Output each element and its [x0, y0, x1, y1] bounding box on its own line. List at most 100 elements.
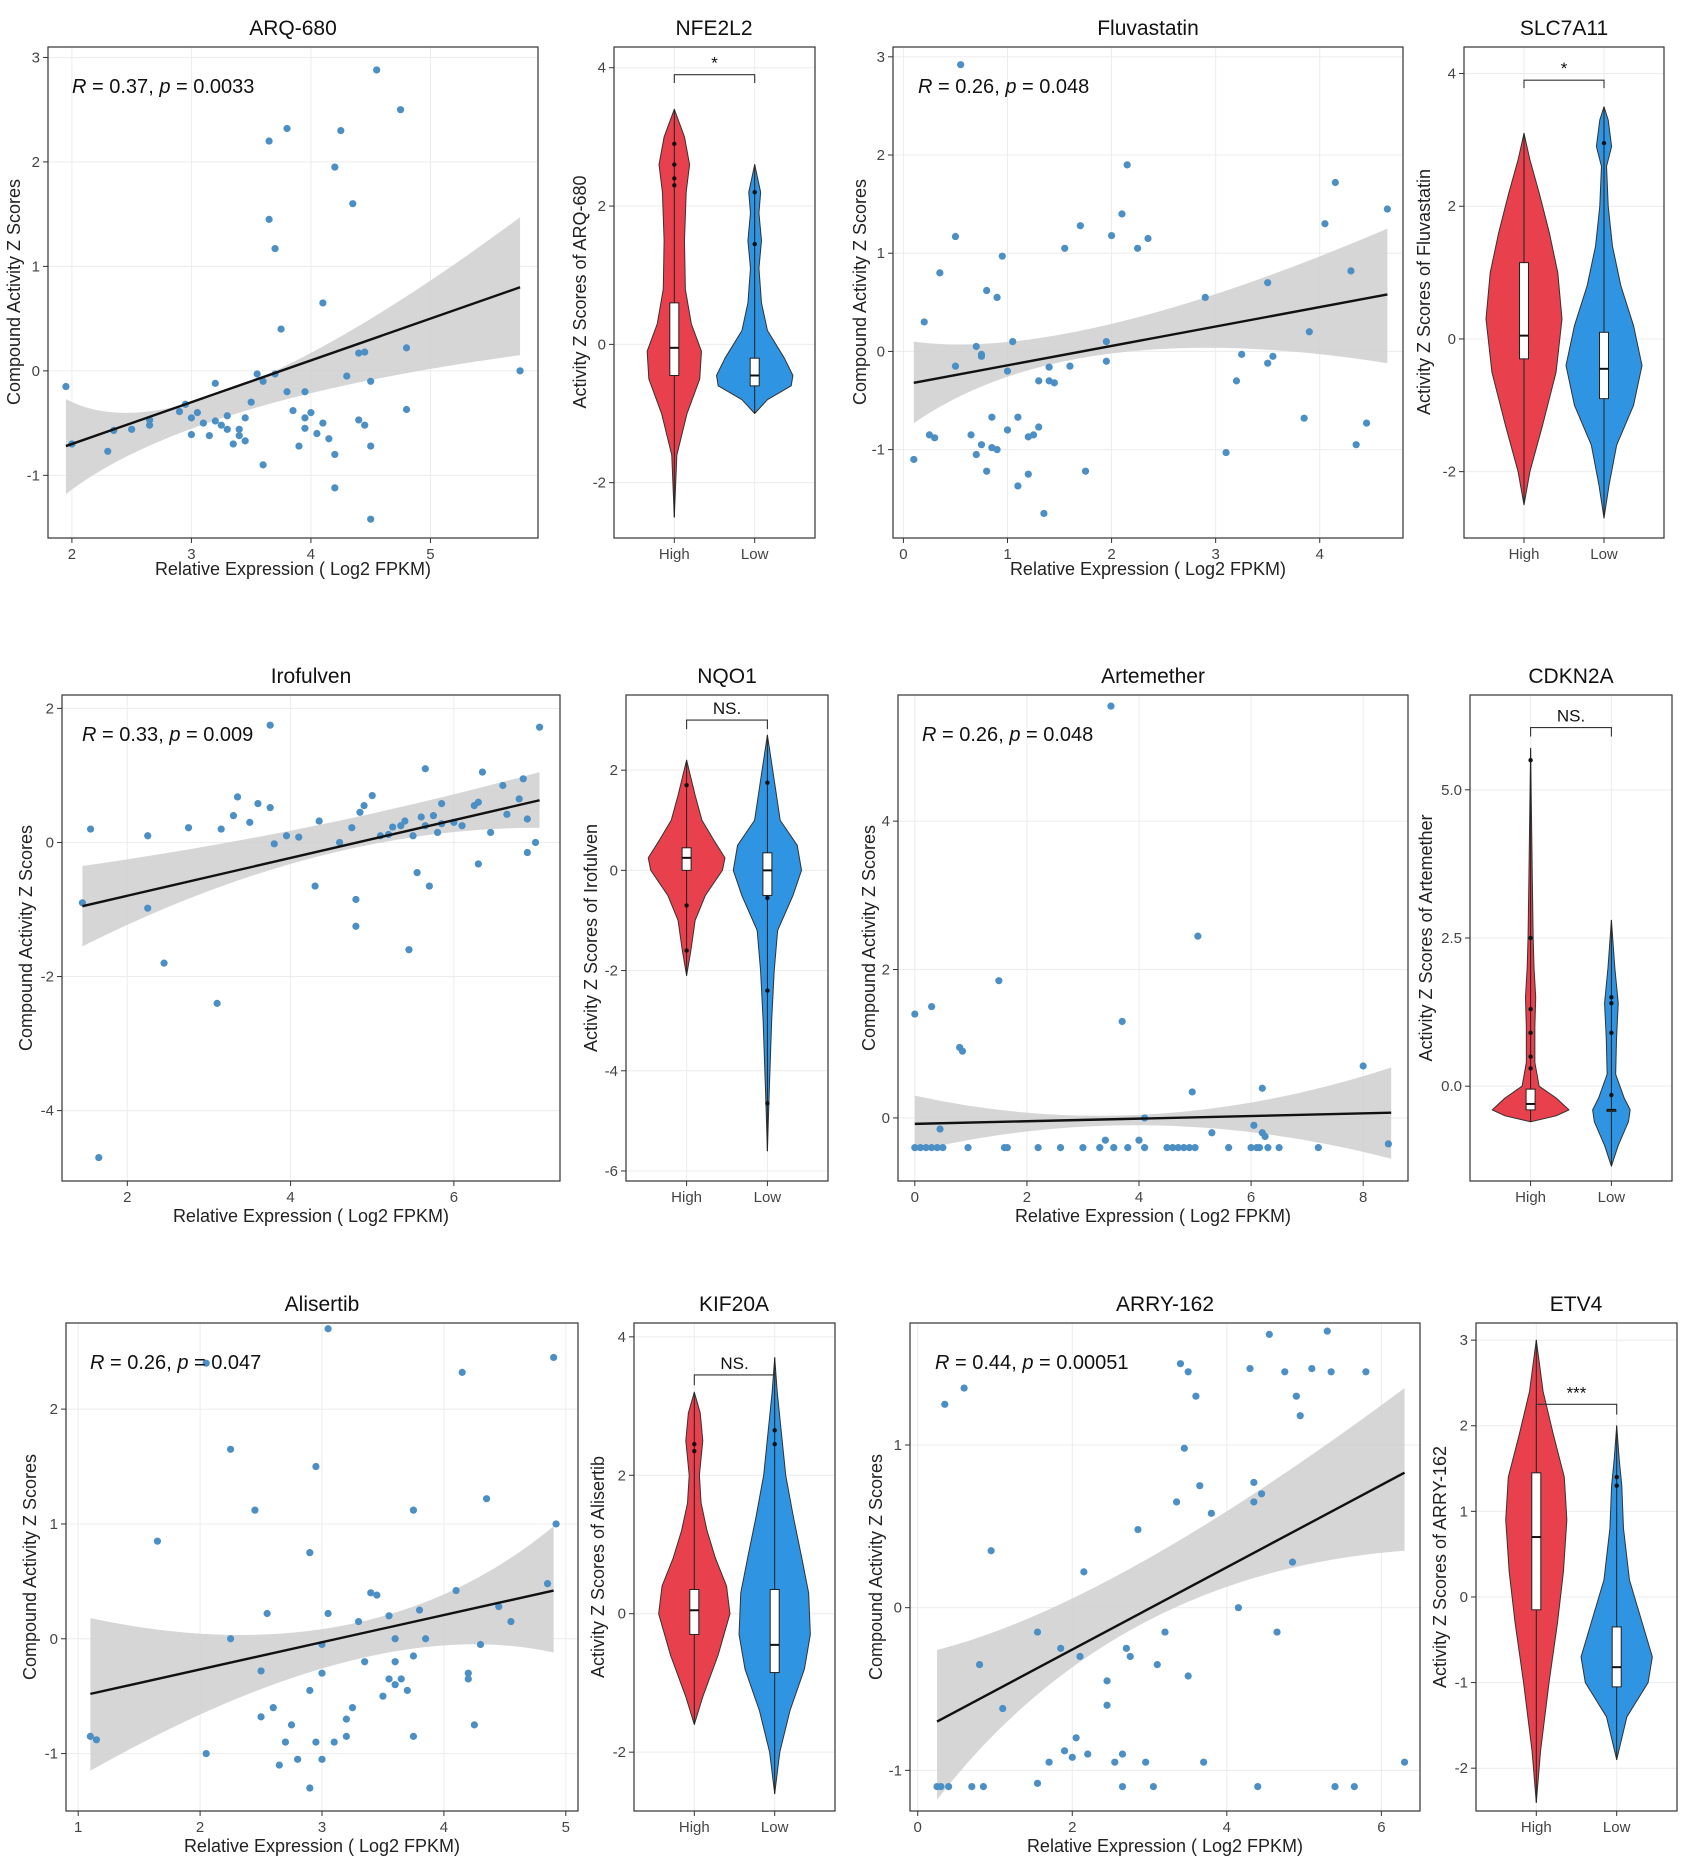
data-point — [1264, 279, 1272, 287]
data-point — [282, 832, 291, 840]
data-point — [1191, 1144, 1199, 1152]
category-label: Low — [1590, 546, 1618, 563]
data-point — [289, 406, 297, 415]
data-point — [421, 765, 429, 773]
data-point — [957, 61, 965, 69]
data-point — [257, 1713, 265, 1721]
data-point — [1327, 1368, 1335, 1376]
data-point — [936, 269, 944, 277]
plot-layer: 0 1 2 3 4 -1 0 1 2 3 — [872, 46, 1404, 563]
category-label: Low — [1598, 1189, 1626, 1206]
data-point — [975, 1661, 984, 1669]
data-point — [402, 344, 411, 352]
x-tick-label: 8 — [1359, 1189, 1367, 1206]
data-point — [318, 1669, 326, 1677]
data-point — [259, 377, 267, 385]
y-tick-label: 5.0 — [1441, 782, 1462, 799]
y-tick-label: 0 — [877, 343, 885, 360]
data-point — [259, 461, 267, 469]
outlier-point — [1614, 1474, 1619, 1480]
significance-label: * — [711, 54, 718, 73]
data-point — [402, 405, 411, 414]
x-tick-label: 2 — [123, 1189, 131, 1206]
data-point — [265, 137, 273, 145]
y-tick-label: -2 — [593, 475, 606, 492]
significance-label: NS. — [713, 699, 741, 718]
data-point — [319, 299, 327, 307]
x-tick-label: 5 — [426, 546, 434, 563]
data-point — [184, 824, 193, 832]
confidence-band — [90, 1526, 554, 1771]
data-point — [1296, 1412, 1304, 1420]
category-label: Low — [761, 1819, 789, 1836]
panel-title: Irofulven — [271, 665, 352, 688]
data-point — [356, 808, 364, 816]
data-point — [1003, 1144, 1011, 1152]
data-point — [1102, 338, 1110, 346]
data-point — [342, 1715, 350, 1723]
data-point — [1269, 352, 1277, 360]
panel-slc7a11-violin: * High Low -2 0 2 4 SLC7A11 Activity Z Scores … — [1414, 17, 1665, 563]
data-point — [385, 1612, 393, 1620]
y-axis-label: Activity Z Scores of ARQ-680 — [570, 175, 590, 408]
data-point — [313, 429, 321, 438]
data-point — [1275, 1144, 1283, 1152]
y-tick-label: -2 — [1443, 464, 1456, 481]
data-point — [385, 1675, 393, 1683]
outlier-point — [1528, 757, 1533, 763]
data-point — [977, 441, 986, 449]
data-point — [523, 848, 531, 857]
data-point — [391, 1635, 399, 1643]
data-point — [287, 1721, 296, 1729]
data-point — [235, 432, 243, 440]
data-point — [263, 1609, 271, 1618]
stat-p: 0.00051 — [1056, 1352, 1128, 1374]
y-tick-label: 2.5 — [1441, 930, 1462, 947]
panel-title: KIF20A — [699, 1293, 769, 1316]
outlier-point — [765, 988, 770, 993]
outlier-point — [672, 141, 677, 147]
regression-line — [936, 1471, 1406, 1723]
outlier-point — [692, 1441, 697, 1447]
data-point — [1250, 1121, 1258, 1129]
data-point — [306, 1784, 314, 1792]
data-point — [306, 1686, 314, 1695]
data-point — [1076, 222, 1084, 230]
stat-label: R = 0.37, p = 0.0033 — [72, 76, 254, 98]
x-axis-label: Relative Expression ( Log2 FPKM) — [184, 1836, 460, 1856]
stat-r: 0.26 — [127, 1352, 166, 1374]
data-point — [199, 419, 207, 427]
significance-bracket — [686, 719, 768, 730]
panel-title: ETV4 — [1550, 1293, 1603, 1316]
data-point — [1261, 1132, 1269, 1141]
panel-title: Artemether — [1101, 665, 1205, 688]
y-axis-label: Activity Z Scores of Artemether — [1416, 814, 1436, 1061]
y-tick-label: 1 — [877, 245, 885, 262]
data-point — [294, 1755, 302, 1763]
data-point — [1144, 234, 1152, 243]
data-point — [928, 1003, 936, 1011]
outlier-point — [1601, 141, 1607, 146]
data-point — [187, 430, 196, 439]
panel-title: CDKN2A — [1528, 665, 1613, 688]
regression-line — [90, 1589, 554, 1696]
y-tick-label: 0 — [1448, 331, 1456, 348]
x-tick-label: 2 — [1023, 1189, 1031, 1206]
data-point — [368, 791, 376, 800]
data-point — [354, 1617, 363, 1626]
category-label: High — [679, 1819, 710, 1836]
data-point — [972, 342, 980, 351]
category-label: High — [1521, 1819, 1552, 1836]
data-point — [413, 869, 421, 877]
data-point — [343, 372, 351, 380]
data-point — [1084, 1750, 1092, 1758]
data-point — [1033, 1628, 1042, 1636]
outlier-point — [765, 895, 770, 901]
data-point — [277, 325, 285, 333]
data-point — [482, 1495, 491, 1503]
x-axis-label: Relative Expression ( Log2 FPKM) — [1010, 559, 1286, 579]
data-point — [1072, 1734, 1080, 1742]
stat-r: 0.26 — [959, 724, 998, 746]
